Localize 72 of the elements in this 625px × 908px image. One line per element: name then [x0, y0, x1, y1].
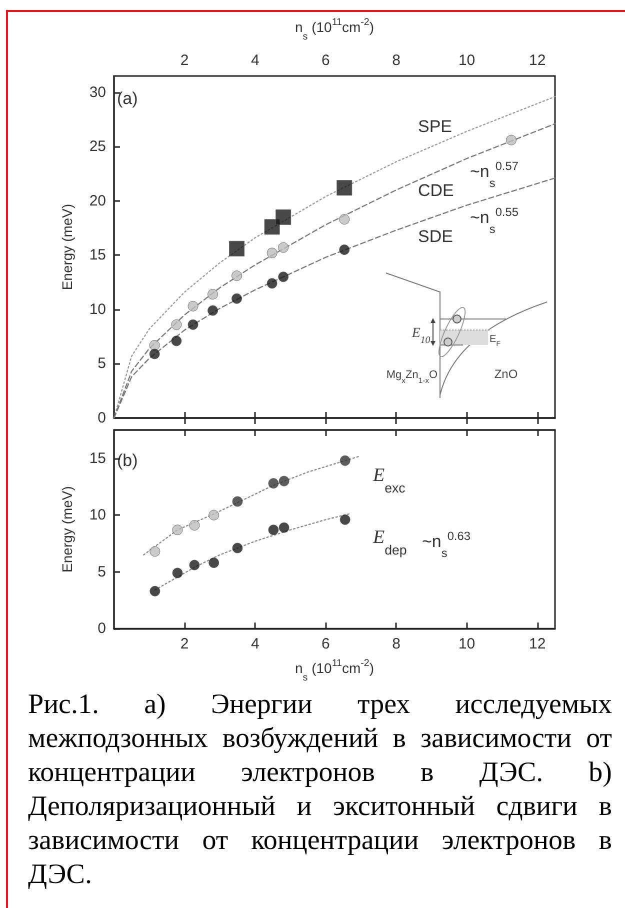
point — [189, 520, 200, 531]
y-tick-label: 0 — [98, 620, 106, 638]
point — [208, 305, 218, 316]
annotation: CDE — [418, 181, 454, 200]
point — [172, 568, 183, 578]
y-tick-label: 5 — [98, 563, 106, 580]
point — [171, 336, 182, 346]
annotation: SDE — [418, 227, 453, 246]
x-tick-label: 4 — [250, 52, 260, 69]
point — [266, 248, 278, 258]
y-tick-label: 15 — [89, 246, 106, 264]
y-tick-label: 25 — [89, 138, 106, 156]
point — [208, 558, 220, 568]
point — [506, 134, 517, 146]
point — [339, 214, 350, 225]
x-tick-label: 2 — [180, 52, 189, 69]
x-tick-label: 8 — [392, 636, 400, 653]
point — [150, 546, 160, 557]
point — [278, 522, 290, 533]
y-tick-label: 0 — [98, 410, 106, 426]
y-tick-label: 10 — [89, 300, 106, 318]
point — [208, 510, 220, 520]
x-tick-label: 10 — [458, 52, 476, 69]
point — [150, 586, 160, 596]
x-tick-label: 2 — [180, 636, 189, 653]
annotation: (a) — [117, 89, 138, 108]
annotation: Mg$_{x}$Zn$_{1-x}$O — [386, 369, 438, 384]
point — [188, 300, 198, 312]
y-axis-title: Energy (meV) — [59, 204, 75, 290]
y-tick-label: 5 — [98, 355, 106, 372]
annotation: ZnO — [494, 367, 518, 381]
x-tick-label: 6 — [322, 52, 330, 69]
point — [171, 319, 182, 330]
point — [276, 209, 292, 225]
x-tick-label: 12 — [529, 52, 546, 69]
x-tick-label: 4 — [250, 636, 260, 653]
x-tick-label: 10 — [458, 636, 476, 653]
x-tick-label: 6 — [322, 636, 330, 653]
x-tick-label: 8 — [392, 52, 400, 69]
y-tick-label: 15 — [89, 450, 106, 467]
y-tick-label: 30 — [89, 84, 106, 101]
point — [266, 278, 278, 289]
point — [232, 496, 243, 507]
annotation: SPE — [418, 117, 452, 136]
point — [278, 242, 289, 253]
y-tick-label: 20 — [89, 192, 106, 210]
point — [149, 348, 160, 360]
point — [189, 560, 200, 570]
point — [232, 270, 242, 282]
point — [229, 240, 245, 256]
y-axis-title: Energy (meV) — [59, 486, 75, 572]
point — [232, 542, 243, 554]
point — [232, 293, 242, 304]
point — [172, 524, 183, 536]
annotation: (b) — [117, 451, 138, 470]
point — [278, 476, 290, 486]
point — [340, 455, 350, 466]
y-tick-label: 10 — [89, 506, 106, 524]
point — [268, 478, 279, 489]
annotation: E$_{F}$ — [490, 334, 500, 348]
point — [264, 219, 280, 235]
annotation: E$_{10}$ — [410, 326, 430, 346]
point — [278, 272, 289, 282]
line-series — [143, 456, 360, 556]
point — [208, 288, 218, 300]
point — [188, 319, 198, 330]
text: Рис.1. a) Энергии трех исследуемых межподзонных возбуждений в зависимости от концентрации электронов в ДЭС. b) Деполяризационный и экситонный сдвиги в зависимости от концентрации электронов в ДЭС. — [28, 688, 612, 892]
x-tick-label: 12 — [529, 636, 546, 653]
point — [340, 514, 350, 525]
point — [336, 180, 352, 196]
point — [268, 524, 279, 536]
point — [339, 244, 350, 255]
